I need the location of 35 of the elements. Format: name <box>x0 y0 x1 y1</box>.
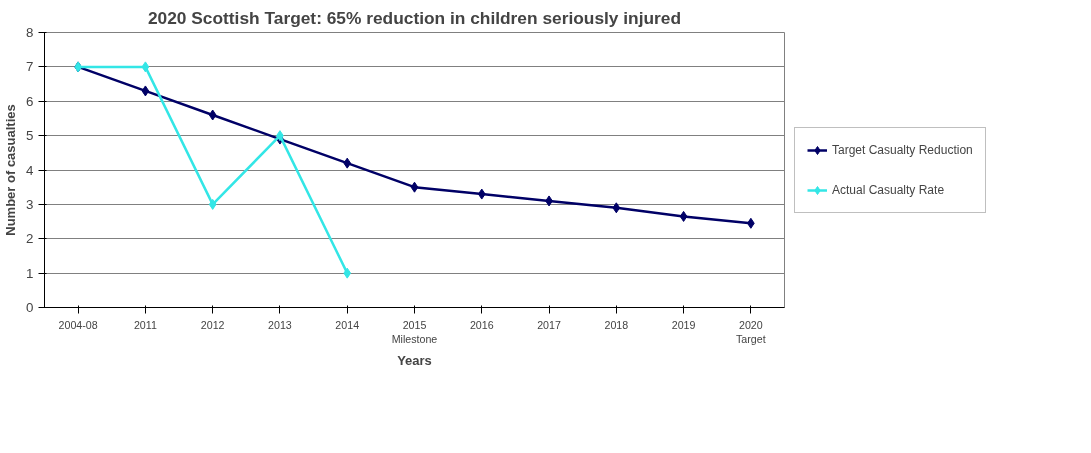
x-tick-label: 2015 Milestone <box>391 318 438 345</box>
legend-label: Actual Casualty Rate <box>832 182 945 197</box>
y-tick-label: 6 <box>26 93 34 109</box>
chart-title: 2020 Scottish Target: 65% reduction in children seriously injured <box>147 7 682 28</box>
x-tick-label: 2018 <box>604 318 629 331</box>
point <box>679 210 688 222</box>
x-tick-label: 2017 <box>537 318 561 331</box>
point <box>612 202 621 214</box>
point <box>477 188 486 200</box>
point <box>141 61 150 73</box>
x-tick-label: 2012 <box>200 318 225 331</box>
legend-label: Target Casualty Reduction <box>832 142 973 157</box>
point <box>208 109 217 121</box>
y-tick-label: 8 <box>26 25 34 40</box>
point <box>343 157 352 169</box>
y-tick-label: 2 <box>26 231 34 247</box>
y-tick-label: 7 <box>26 59 34 75</box>
y-tick-label: 1 <box>26 265 34 281</box>
x-tick-label: 2020 Target <box>736 318 766 345</box>
x-tick-label: 2004-08 <box>58 318 98 331</box>
y-tick-label: 5 <box>26 128 34 144</box>
x-tick-label: 2011 <box>133 318 157 331</box>
y-tick-label: 3 <box>26 196 34 212</box>
x-tick-label: 2016 <box>469 318 494 331</box>
point <box>141 85 150 97</box>
x-axis-title: Years <box>397 352 432 368</box>
y-tick-label: 0 <box>26 300 34 315</box>
point <box>208 198 217 210</box>
y-axis-title: Number of casualties <box>3 104 19 236</box>
point <box>343 267 352 279</box>
point <box>410 181 419 193</box>
x-tick-label: 2014 <box>335 318 360 331</box>
x-tick-label: 2019 <box>671 318 696 331</box>
x-tick-label: 2013 <box>268 318 292 331</box>
y-tick-label: 4 <box>26 162 35 178</box>
